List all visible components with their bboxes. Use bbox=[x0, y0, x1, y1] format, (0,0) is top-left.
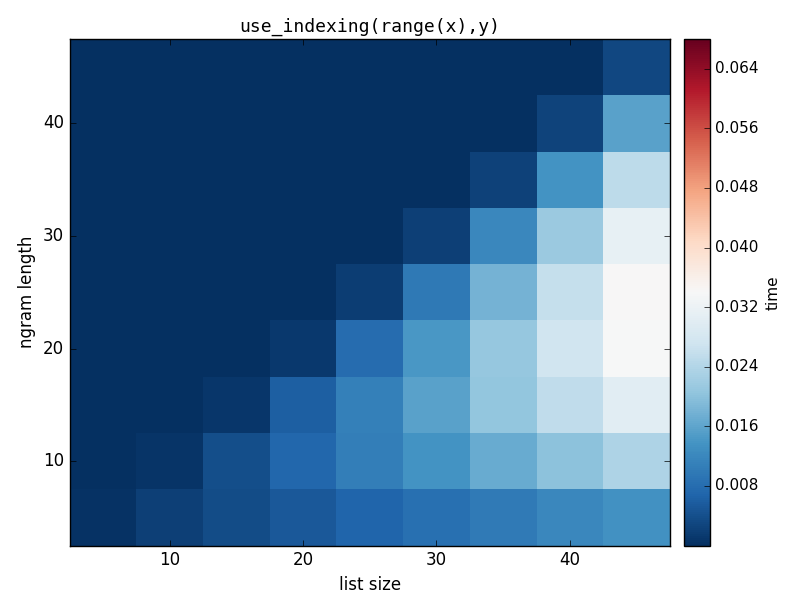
X-axis label: list size: list size bbox=[338, 576, 401, 594]
Y-axis label: ngram length: ngram length bbox=[18, 236, 36, 348]
Y-axis label: time: time bbox=[765, 275, 780, 310]
Title: use_indexing(range(x),y): use_indexing(range(x),y) bbox=[239, 18, 500, 36]
